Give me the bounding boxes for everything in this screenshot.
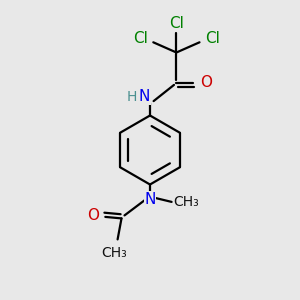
Text: CH₃: CH₃ — [101, 246, 127, 260]
Text: Cl: Cl — [169, 16, 184, 31]
Text: N: N — [144, 192, 156, 207]
Text: H: H — [127, 90, 137, 104]
Text: Cl: Cl — [205, 31, 220, 46]
Text: CH₃: CH₃ — [174, 196, 200, 209]
Text: O: O — [87, 208, 99, 223]
Text: O: O — [200, 75, 212, 90]
Text: N: N — [139, 89, 150, 104]
Text: Cl: Cl — [133, 31, 148, 46]
